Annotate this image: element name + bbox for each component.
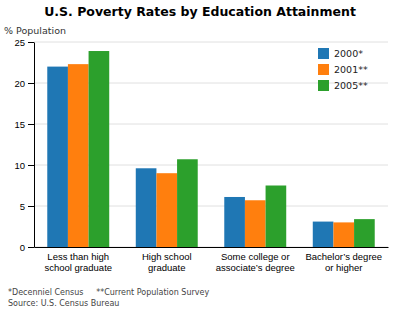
bar-series [68, 64, 354, 247]
tick-label: 0 [20, 242, 25, 253]
y-axis: 0 5 10 15 20 25 [14, 37, 34, 253]
legend-label: 2005** [334, 80, 368, 91]
tick-label: 20 [14, 78, 25, 89]
bar [224, 197, 245, 247]
legend-item: 2005** [318, 80, 368, 91]
tick: 5 [20, 201, 34, 212]
axis-title: % Population [4, 25, 66, 36]
tick-label: 5 [20, 201, 25, 212]
bars [47, 51, 374, 247]
bar [333, 222, 354, 247]
axis-line [35, 247, 389, 248]
legend-item: 2000* [318, 48, 363, 59]
bar [354, 219, 375, 247]
tick-label: High schoolgraduate [142, 251, 192, 273]
bar [89, 51, 110, 247]
grid-line [34, 42, 388, 43]
x-axis: Less than highschool graduate High school… [35, 247, 389, 273]
grid [34, 42, 388, 247]
tick-label: Bachelor’s degreeor higher [305, 251, 382, 273]
tick-mark [28, 124, 34, 125]
legend-swatch [318, 80, 329, 91]
tick-label: Some college orassociate’s degree [216, 251, 295, 273]
tick: 15 [14, 119, 34, 130]
tick-mark [28, 165, 34, 166]
tick: Some college orassociate’s degree [216, 247, 295, 273]
bar [68, 64, 89, 247]
bar [313, 222, 334, 247]
bar [156, 173, 177, 247]
tick-mark [28, 83, 34, 84]
legend-swatch [318, 64, 329, 75]
legend: 2000* 2001** 2005** [318, 48, 368, 91]
tick: Less than highschool graduate [44, 247, 112, 273]
tick: Bachelor’s degreeor higher [305, 247, 382, 273]
tick-mark [28, 247, 34, 248]
tick-label: 25 [14, 37, 25, 48]
tick-label: 10 [14, 160, 25, 171]
tick: 0 [20, 242, 34, 253]
tick: High schoolgraduate [142, 247, 192, 273]
tick: 20 [14, 78, 34, 89]
bar [177, 159, 198, 247]
legend-swatch [318, 48, 329, 59]
title: U.S. Poverty Rates by Education Attainme… [44, 4, 356, 19]
tick: 25 [14, 37, 34, 48]
tick-mark [28, 42, 34, 43]
annotation: *Decenniel Census **Current Population S… [8, 288, 209, 297]
legend-item: 2001** [318, 64, 368, 75]
legend-label: 2000* [334, 48, 363, 59]
plot: 0 5 10 15 20 25 Less than highschool graduate H… [14, 37, 388, 273]
bar [266, 186, 287, 248]
tick-mark [28, 206, 34, 207]
tick-label: 15 [14, 119, 25, 130]
tick-label: Less than highschool graduate [44, 251, 112, 273]
axis-line [34, 43, 35, 248]
bar [136, 168, 157, 247]
tick: 10 [14, 160, 34, 171]
legend-label: 2001** [334, 64, 368, 75]
bar [47, 67, 68, 247]
bar [245, 200, 266, 247]
annotation: Source: U.S. Census Bureau [8, 299, 119, 308]
chart: 0 5 10 15 20 25 Less than highschool graduate H… [0, 0, 400, 313]
bar-series [89, 51, 375, 247]
